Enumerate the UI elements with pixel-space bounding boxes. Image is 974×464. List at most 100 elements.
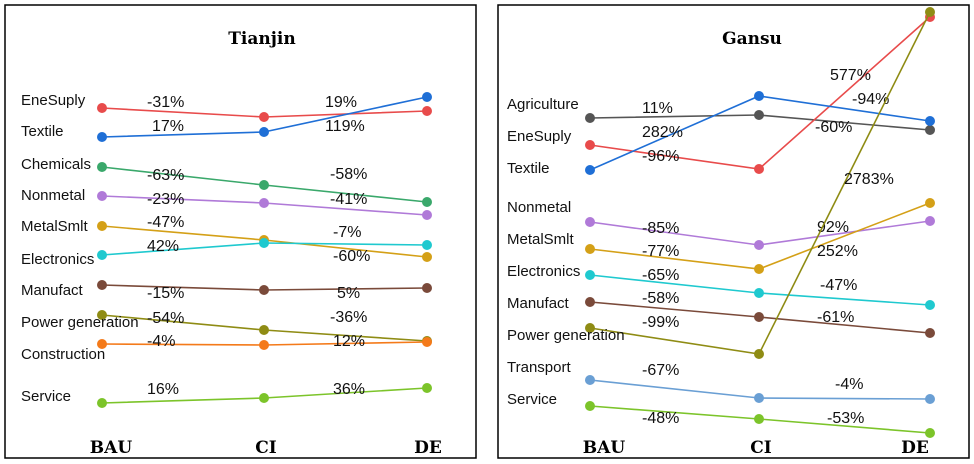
series-label-tianjin-textile: Textile: [21, 123, 64, 140]
point-gansu-transport-de: [925, 394, 935, 404]
series-label-tianjin-power-generation: Power generation: [21, 314, 139, 331]
panel-title-tianjin: Tianjin: [228, 29, 295, 49]
series-tianjin-chemicals: Chemicals -63% -58%: [21, 156, 432, 207]
change-label-tianjin-service-ci-de: 36%: [333, 381, 365, 398]
point-tianjin-enesuply-de: [422, 106, 432, 116]
series-label-gansu-enesuply: EneSuply: [507, 128, 572, 145]
point-tianjin-chemicals-bau: [97, 162, 107, 172]
series-gansu-electronics: Electronics -65% -47%: [507, 263, 935, 310]
point-tianjin-chemicals-de: [422, 197, 432, 207]
point-gansu-manufact-bau: [585, 297, 595, 307]
change-label-gansu-metalsmlt-ci-de: 252%: [817, 243, 858, 260]
point-tianjin-enesuply-ci: [259, 112, 269, 122]
series-label-tianjin-enesuply: EneSuply: [21, 92, 86, 109]
series-label-tianjin-chemicals: Chemicals: [21, 156, 91, 173]
point-gansu-agriculture-bau: [585, 113, 595, 123]
series-label-gansu-agriculture: Agriculture: [507, 96, 579, 113]
change-label-tianjin-metalsmlt-ci-de: -7%: [333, 224, 361, 241]
panel-tianjin: Tianjin BAU CI DE EneSuply -31% 19%Textile…: [4, 4, 477, 459]
change-label-tianjin-service-bau-ci: 16%: [147, 381, 179, 398]
change-label-gansu-electronics-bau-ci: -65%: [642, 267, 679, 284]
point-gansu-metalsmlt-ci: [754, 264, 764, 274]
change-label-gansu-agriculture-bau-ci: 11%: [642, 100, 673, 117]
series-label-gansu-metalsmlt: MetalSmlt: [507, 231, 575, 248]
point-gansu-nonmetal-ci: [754, 240, 764, 250]
change-label-tianjin-electronics-bau-ci: 42%: [147, 238, 179, 255]
point-tianjin-nonmetal-ci: [259, 198, 269, 208]
series-tianjin-enesuply: EneSuply -31% 19%: [21, 92, 432, 122]
series-gansu-power-generation: Power generation -99% 2783%: [507, 7, 935, 359]
series-gansu-transport: Transport -67% -4%: [507, 359, 935, 404]
x-tick-gansu-ci: CI: [750, 438, 772, 458]
point-gansu-power-generation-ci: [754, 349, 764, 359]
series-tianjin-manufact: Manufact -15% 5%: [21, 280, 432, 302]
point-gansu-manufact-de: [925, 328, 935, 338]
series-label-tianjin-manufact: Manufact: [21, 282, 84, 299]
point-tianjin-construction-de: [422, 337, 432, 347]
series-gansu-textile: Textile 282% -94%: [507, 91, 935, 177]
change-label-gansu-agriculture-ci-de: -60%: [815, 119, 852, 136]
series-tianjin-service: Service 16% 36%: [21, 381, 432, 408]
series-tianjin-textile: Textile 17% 119%: [21, 92, 432, 142]
change-label-tianjin-textile-bau-ci: 17%: [152, 118, 184, 135]
point-tianjin-service-de: [422, 383, 432, 393]
change-label-tianjin-power-generation-ci-de: -36%: [330, 309, 367, 326]
change-label-tianjin-nonmetal-bau-ci: -23%: [147, 191, 184, 208]
x-tick-gansu-bau: BAU: [583, 438, 626, 458]
change-label-gansu-metalsmlt-bau-ci: -77%: [642, 243, 679, 260]
change-label-tianjin-metalsmlt-bau-ci: -47%: [147, 214, 184, 231]
series-gansu-service: Service -48% -53%: [507, 391, 935, 438]
change-label-gansu-power-generation-ci-de: 2783%: [844, 171, 894, 188]
point-tianjin-enesuply-bau: [97, 103, 107, 113]
point-gansu-service-de: [925, 428, 935, 438]
change-label-gansu-textile-ci-de: -94%: [852, 91, 889, 108]
point-gansu-nonmetal-bau: [585, 217, 595, 227]
change-label-tianjin-construction-ci-de: 12%: [333, 333, 365, 350]
x-tick-gansu-de: DE: [901, 438, 929, 458]
point-tianjin-construction-ci: [259, 340, 269, 350]
change-label-tianjin-power-generation-bau-ci: -54%: [147, 310, 184, 327]
point-tianjin-service-ci: [259, 393, 269, 403]
point-tianjin-manufact-bau: [97, 280, 107, 290]
series-gansu-enesuply: EneSuply -96% 577%: [507, 12, 935, 174]
point-gansu-electronics-ci: [754, 288, 764, 298]
panel-frame-gansu: [497, 4, 970, 459]
point-gansu-metalsmlt-de: [925, 198, 935, 208]
point-gansu-service-ci: [754, 414, 764, 424]
point-tianjin-electronics-ci: [259, 238, 269, 248]
change-label-gansu-power-generation-bau-ci: -99%: [642, 314, 679, 331]
point-tianjin-service-bau: [97, 398, 107, 408]
point-gansu-metalsmlt-bau: [585, 244, 595, 254]
point-gansu-enesuply-ci: [754, 164, 764, 174]
point-tianjin-manufact-ci: [259, 285, 269, 295]
point-gansu-transport-bau: [585, 375, 595, 385]
change-label-tianjin-construction-bau-ci: -4%: [147, 333, 175, 350]
series-tianjin-metalsmlt: MetalSmlt -47% -7%: [21, 214, 432, 262]
series-label-gansu-transport: Transport: [507, 359, 571, 376]
point-tianjin-power-generation-bau: [97, 310, 107, 320]
series-label-tianjin-electronics: Electronics: [21, 251, 94, 268]
change-label-tianjin-chemicals-ci-de: -58%: [330, 166, 367, 183]
point-tianjin-metalsmlt-bau: [97, 221, 107, 231]
point-tianjin-electronics-de: [422, 240, 432, 250]
point-tianjin-nonmetal-bau: [97, 191, 107, 201]
point-gansu-transport-ci: [754, 393, 764, 403]
point-gansu-textile-bau: [585, 165, 595, 175]
change-label-tianjin-electronics-ci-de: -60%: [333, 248, 370, 265]
change-label-gansu-enesuply-bau-ci: -96%: [642, 148, 679, 165]
series-gansu-manufact: Manufact -58% -61%: [507, 290, 935, 338]
series-label-gansu-electronics: Electronics: [507, 263, 580, 280]
x-tick-tianjin-bau: BAU: [90, 438, 133, 458]
point-gansu-power-generation-de: [925, 7, 935, 17]
change-label-tianjin-enesuply-ci-de: 19%: [325, 94, 357, 111]
point-gansu-agriculture-ci: [754, 110, 764, 120]
series-layer-tianjin: EneSuply -31% 19% Textile 17% 119% Chemicals -6…: [21, 92, 432, 408]
series-tianjin-nonmetal: Nonmetal -23% -41%: [21, 187, 432, 220]
change-label-tianjin-manufact-bau-ci: -15%: [147, 285, 184, 302]
series-label-tianjin-nonmetal: Nonmetal: [21, 187, 85, 204]
change-label-tianjin-nonmetal-ci-de: -41%: [330, 191, 367, 208]
change-label-gansu-transport-bau-ci: -67%: [642, 362, 679, 379]
series-label-tianjin-metalsmlt: MetalSmlt: [21, 218, 89, 235]
change-label-gansu-textile-bau-ci: 282%: [642, 124, 683, 141]
point-gansu-electronics-bau: [585, 270, 595, 280]
